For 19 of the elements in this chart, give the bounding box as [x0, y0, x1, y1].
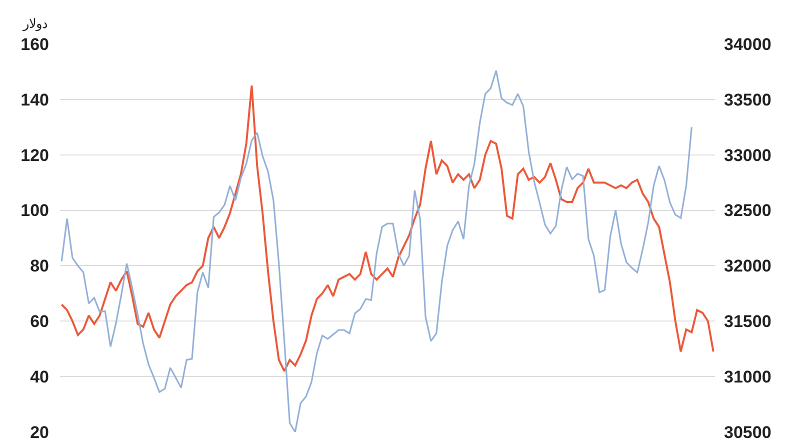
y2-tick-label: 34000 [724, 34, 772, 54]
y-tick-label: 120 [20, 146, 49, 165]
y2-tick-label: 30500 [724, 422, 772, 442]
y2-tick-label: 32500 [724, 201, 772, 220]
y-tick-label: 80 [30, 256, 49, 276]
y-tick-label: 40 [30, 368, 49, 387]
line-series [60, 84, 714, 372]
y-tick-label: 60 [30, 312, 49, 332]
line-series [60, 70, 692, 432]
y2-tick-label: 31500 [724, 312, 772, 332]
y-tick-label: 20 [30, 422, 49, 442]
y2-tick-label: 31000 [724, 368, 772, 387]
y-tick-label: 140 [20, 90, 49, 110]
y-tick-label: 100 [20, 201, 49, 220]
y2-tick-label: 33000 [724, 146, 772, 165]
y-axis-title: دولار [22, 16, 48, 32]
y2-tick-label: 32000 [724, 256, 772, 276]
y-tick-label: 160 [20, 34, 49, 54]
y2-tick-label: 33500 [724, 90, 772, 110]
